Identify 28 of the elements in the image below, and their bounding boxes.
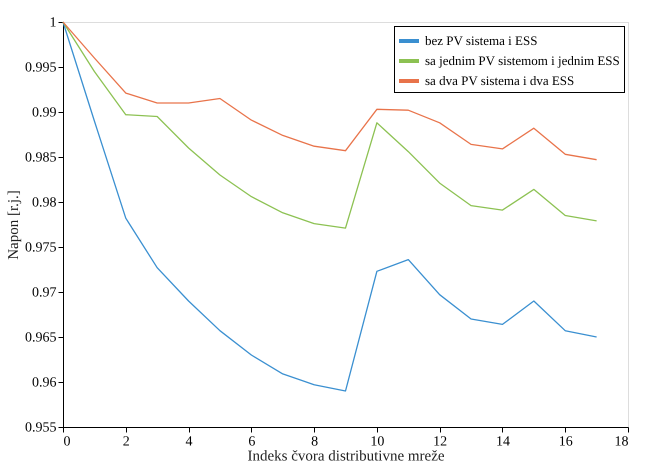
x-tick-label: 16	[558, 434, 573, 450]
legend-label: sa jednim PV sistemom i jednim ESS	[425, 53, 620, 68]
y-tick-label: 0.96	[32, 376, 56, 390]
y-tick-label: 1	[50, 16, 56, 30]
x-tick-label: 4	[186, 434, 193, 450]
legend-label: bez PV sistema i ESS	[425, 33, 538, 48]
line-series	[62, 21, 598, 160]
line-series	[62, 21, 598, 392]
x-tick-label: 18	[614, 434, 628, 450]
y-axis-title: Napon [r.j.]	[6, 190, 22, 260]
x-tick-label: 2	[122, 434, 130, 450]
y-tick-label: 0.97	[32, 286, 56, 300]
y-tick-label: 0.98	[32, 196, 56, 210]
x-tick-label: 12	[433, 434, 448, 450]
x-axis-title: Indeks čvora distributivne mreže	[247, 448, 445, 464]
y-tick-label: 0.995	[25, 60, 56, 76]
x-tick-label: 8	[311, 434, 318, 450]
y-tick-label: 0.955	[25, 420, 56, 436]
x-tick-label: 6	[248, 434, 256, 450]
x-tick-label: 0	[64, 434, 70, 450]
x-tick-label: 14	[496, 434, 510, 450]
x-tick-label: 10	[370, 434, 384, 450]
y-tick-label: 0.99	[32, 106, 56, 120]
y-tick-label: 0.975	[25, 240, 56, 256]
legend-label: sa dva PV sistema i dva ESS	[425, 73, 574, 88]
y-tick-label: 0.985	[25, 150, 56, 166]
line-series	[62, 21, 598, 229]
y-tick-label: 0.965	[25, 330, 56, 346]
